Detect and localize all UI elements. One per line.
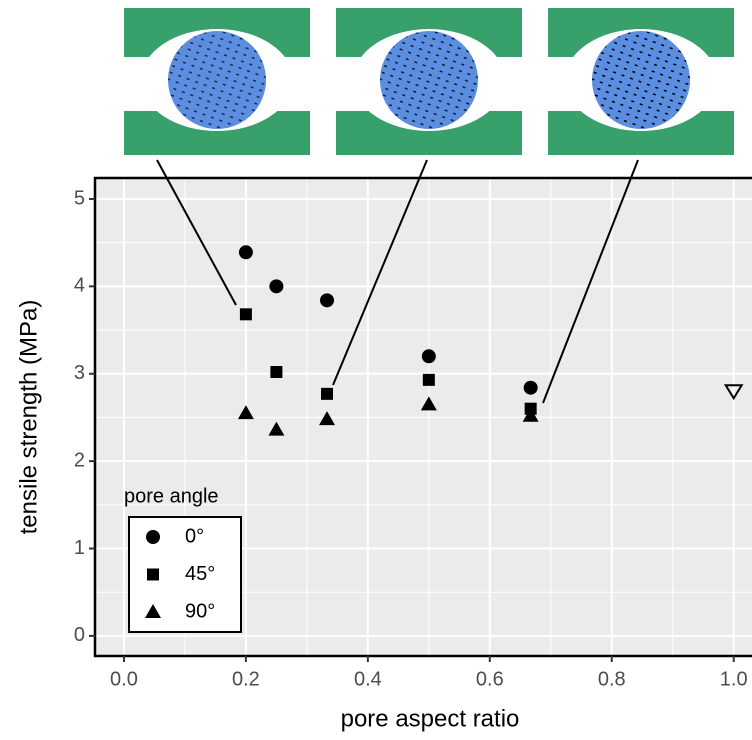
x-tick-label: 0.4 xyxy=(354,668,382,690)
y-tick-label: 4 xyxy=(74,275,85,297)
x-tick-label: 0.6 xyxy=(476,668,504,690)
legend-label: 0° xyxy=(185,525,204,547)
legend-label: 45° xyxy=(185,563,215,585)
x-tick-label: 0.8 xyxy=(598,668,626,690)
point xyxy=(239,308,252,321)
point xyxy=(321,387,334,400)
point xyxy=(422,373,435,386)
x-tick-label: 1.0 xyxy=(720,668,748,690)
point xyxy=(237,405,254,420)
point xyxy=(420,396,437,411)
y-axis-title: tensile strength (MPa) xyxy=(15,300,42,535)
y-tick-label: 3 xyxy=(74,362,85,384)
x-tick-label: 0.2 xyxy=(232,668,260,690)
panel-border xyxy=(93,176,752,658)
point xyxy=(269,279,284,294)
legend-symbol xyxy=(146,530,160,544)
point xyxy=(268,421,285,436)
point xyxy=(421,349,436,364)
y-tick-label: 5 xyxy=(74,187,85,209)
inset xyxy=(336,8,522,155)
point xyxy=(319,411,336,426)
point xyxy=(522,407,539,422)
point xyxy=(723,384,744,401)
legend-label: 90° xyxy=(185,600,215,622)
y-tick-label: 1 xyxy=(74,537,85,559)
point xyxy=(320,293,335,308)
point xyxy=(270,365,283,378)
legend-title: pore angle xyxy=(124,485,219,507)
x-axis-title: pore aspect ratio xyxy=(341,705,520,732)
inset xyxy=(124,8,310,155)
connectors xyxy=(156,159,639,404)
point xyxy=(523,380,538,395)
point xyxy=(238,245,253,260)
y-tick-label: 2 xyxy=(74,449,85,471)
legend-symbol xyxy=(145,604,161,618)
legend-symbol xyxy=(147,568,159,581)
inset xyxy=(548,8,734,155)
y-tick-label: 0 xyxy=(74,624,85,646)
x-tick-label: 0.0 xyxy=(110,668,138,690)
insets xyxy=(124,8,734,155)
